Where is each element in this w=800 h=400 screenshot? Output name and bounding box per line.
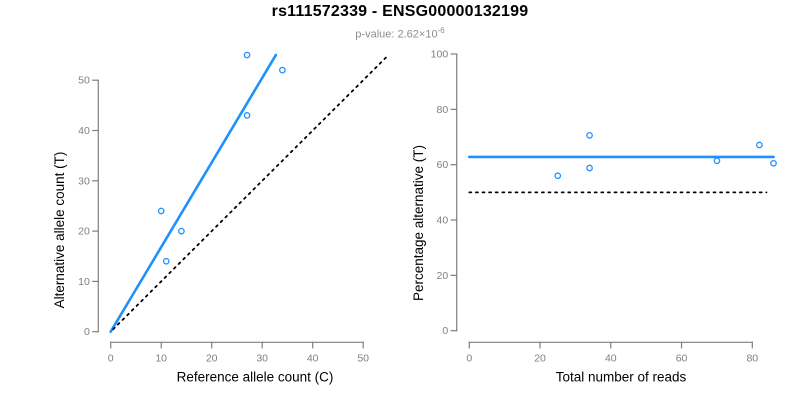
data-point (554, 172, 562, 180)
x-tick-label: 80 (746, 352, 758, 364)
y-tick-label: 10 (78, 276, 90, 288)
data-point (586, 131, 593, 139)
data-point (243, 112, 251, 119)
y-tick-label: 100 (431, 49, 449, 61)
x-tick-label: 0 (108, 352, 114, 364)
y-tick-label: 20 (437, 270, 449, 282)
x-tick-label: 20 (206, 352, 218, 364)
data-point (770, 159, 777, 167)
pvalue-exponent: -6 (437, 26, 445, 35)
pvalue-text: p-value: 2.62×10 (355, 28, 438, 41)
x-axis-label: Reference allele count (C) (177, 370, 334, 385)
data-point (157, 207, 165, 215)
pvalue-subtitle: p-value: 2.62×10-6 (0, 26, 800, 41)
y-tick-label: 40 (437, 215, 449, 227)
x-axis-label: Total number of reads (556, 370, 687, 385)
y-tick-label: 80 (437, 104, 449, 116)
x-tick-label: 30 (256, 352, 268, 364)
y-tick-label: 0 (442, 325, 448, 337)
x-tick-label: 60 (676, 352, 688, 364)
y-tick-label: 20 (78, 226, 90, 238)
x-tick-label: 40 (605, 352, 617, 364)
y-tick-label: 60 (437, 159, 449, 171)
y-tick-label: 0 (84, 326, 90, 338)
y-axis-label: Percentage alternative (T) (411, 145, 426, 301)
y-tick-label: 50 (78, 75, 90, 87)
data-point (178, 227, 185, 235)
fit-line (109, 53, 278, 334)
data-point (162, 257, 170, 265)
y-tick-label: 40 (78, 125, 90, 137)
x-tick-label: 0 (466, 352, 472, 364)
data-point (279, 66, 286, 74)
y-tick-label: 30 (78, 175, 90, 187)
x-tick-label: 40 (307, 352, 319, 364)
plot-title: rs111572339 - ENSG00000132199 (271, 3, 529, 20)
identity-line (112, 56, 388, 331)
y-axis-label: Alternative allele count (T) (52, 152, 67, 309)
data-point (713, 157, 721, 165)
data-point (586, 164, 593, 172)
data-point (243, 51, 251, 59)
data-point (756, 141, 763, 149)
x-tick-label: 20 (534, 352, 546, 364)
x-tick-label: 10 (155, 352, 167, 364)
x-tick-label: 50 (357, 352, 369, 364)
